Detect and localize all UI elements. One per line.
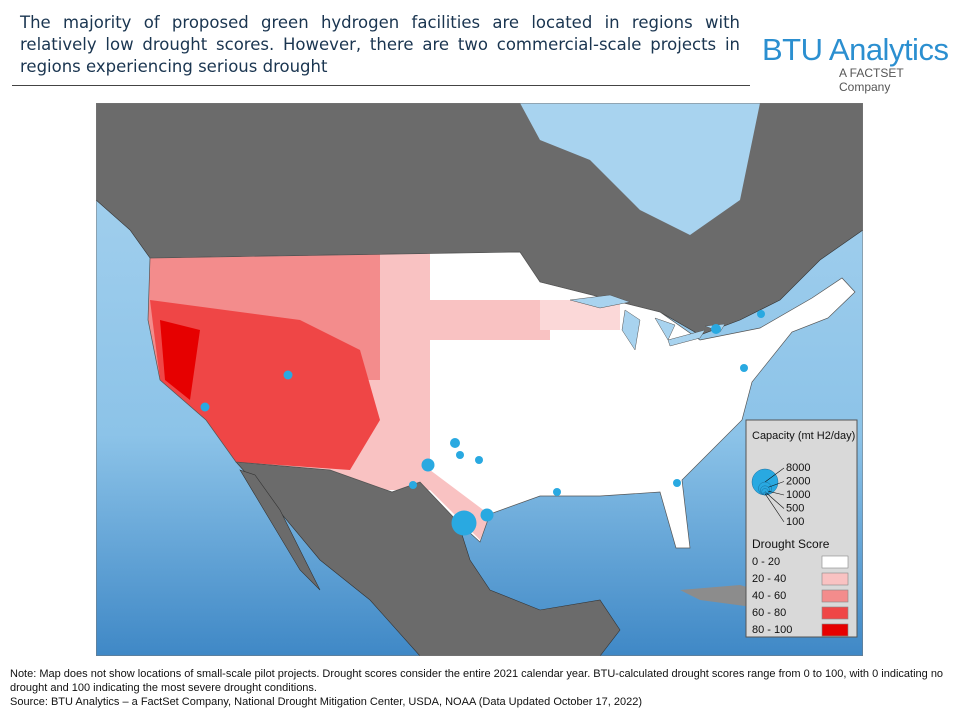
legend-size-label: 500 — [786, 502, 804, 514]
legend-leader — [764, 491, 785, 509]
legend-size-label: 1000 — [786, 489, 810, 501]
great-lakes — [569, 294, 726, 351]
facilities — [200, 310, 765, 536]
legend-label: 20 - 40 — [752, 573, 786, 585]
legend-swatch — [821, 623, 849, 637]
legend-box — [745, 419, 858, 638]
legend-label: 60 - 80 — [752, 607, 786, 619]
footer: Note: Map does not show locations of sma… — [10, 667, 955, 709]
legend-swatch — [821, 572, 849, 586]
legend-label: 80 - 100 — [752, 624, 792, 636]
legend-leader — [764, 467, 785, 483]
legend-size-label: 100 — [786, 516, 804, 528]
legend-size-label: 8000 — [786, 462, 810, 474]
legend-swatch — [821, 589, 849, 603]
legend-swatch — [821, 606, 849, 620]
legend-label: 0 - 20 — [752, 556, 780, 568]
legend-title: Drought Score — [752, 537, 830, 551]
legend-leader — [764, 493, 785, 523]
legend-title: Capacity (mt H2/day) — [752, 430, 855, 442]
logo: BTU Analytics A FACTSET Company — [762, 32, 952, 94]
source: Source: BTU Analytics – a FactSet Compan… — [10, 696, 642, 708]
divider — [12, 85, 750, 86]
note: Note: Map does not show locations of sma… — [10, 668, 944, 694]
legend-swatch — [821, 555, 849, 569]
logo-name: BTU Analytics — [762, 32, 949, 67]
title: The majority of proposed green hydrogen … — [20, 13, 740, 76]
logo-tagline: A FACTSET Company — [839, 66, 904, 94]
legend-label: 40 - 60 — [752, 590, 786, 602]
legend-size-label: 2000 — [786, 475, 810, 487]
legend: Capacity (mt H2/day) Drought Score 80002… — [751, 430, 855, 637]
